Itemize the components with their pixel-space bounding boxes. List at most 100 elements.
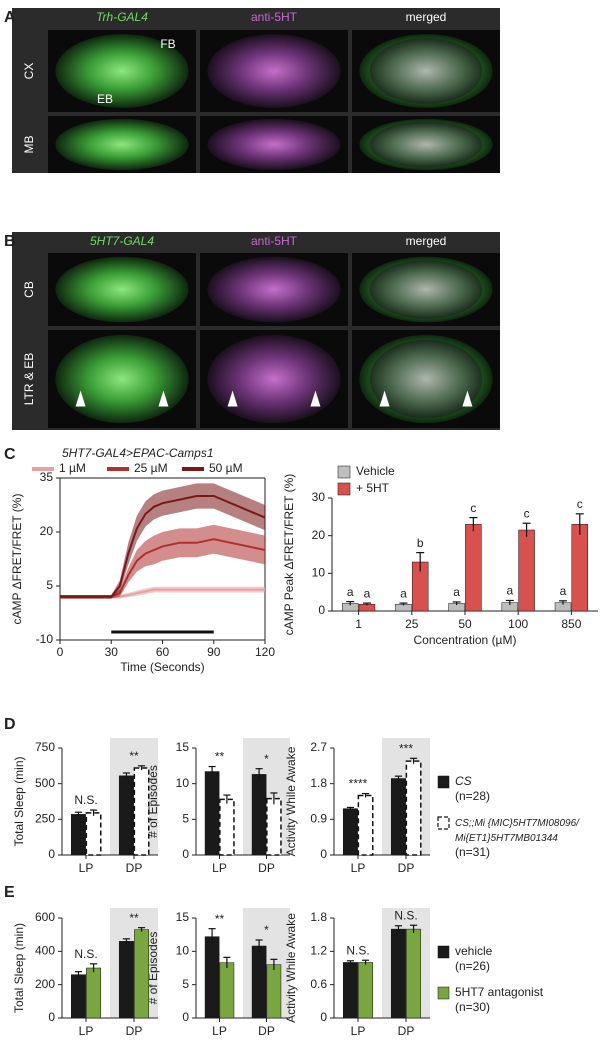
- significance-letter: a: [560, 584, 567, 598]
- error-band: [60, 483, 265, 599]
- shaded-region: [382, 908, 430, 1018]
- arrowhead: [227, 390, 238, 407]
- legend-label: 50 µM: [209, 461, 243, 475]
- legend-note: (n=30): [455, 1000, 490, 1014]
- bar: [266, 797, 282, 856]
- legend-label: vehicle: [455, 944, 493, 958]
- y-axis-label: # of Episodes: [146, 765, 160, 838]
- bar: [204, 771, 220, 856]
- legend-title: 5HT7-GAL4>EPAC-Camps1: [62, 446, 214, 460]
- y-tick-label: 750: [35, 740, 55, 754]
- x-tick-label: 90: [207, 645, 221, 659]
- y-tick-label: 500: [35, 776, 55, 790]
- image-annotation: EB: [97, 92, 113, 106]
- y-tick-label: 1.8: [310, 776, 327, 790]
- panel-letter: A: [4, 9, 16, 26]
- bar: [358, 962, 374, 1019]
- bar: [571, 524, 589, 612]
- x-tick-label: DP: [398, 1024, 415, 1038]
- micrograph-signal: [55, 34, 189, 108]
- legend-label: CS: [455, 774, 472, 788]
- x-tick-label: DP: [258, 1024, 275, 1038]
- significance-annotation: **: [215, 750, 225, 764]
- micrograph-signal: [55, 118, 189, 171]
- y-tick-label: 400: [35, 944, 55, 958]
- row-label: MB: [22, 136, 36, 154]
- bar: [118, 775, 134, 856]
- legend-swatch: [437, 775, 450, 789]
- significance-annotation: ****: [349, 777, 368, 791]
- significance-annotation: N.S.: [74, 793, 97, 807]
- panel-letter: B: [4, 233, 16, 250]
- x-tick-label: 30: [105, 645, 119, 659]
- shaded-region: [110, 738, 158, 855]
- x-tick-label: DP: [398, 861, 415, 875]
- significance-letter: c: [524, 506, 530, 520]
- legend-note: (n=31): [455, 845, 490, 859]
- x-tick-label: LP: [79, 861, 94, 875]
- column-header: 5HT7-GAL4: [90, 234, 154, 248]
- bar: [133, 767, 150, 856]
- x-tick-label: 120: [255, 645, 275, 659]
- x-tick-label: DP: [258, 861, 275, 875]
- significance-annotation: *: [264, 923, 269, 937]
- shaded-region: [382, 738, 430, 855]
- bar: [390, 778, 406, 856]
- bar: [266, 964, 282, 1019]
- x-tick-label: 25: [405, 617, 419, 631]
- x-tick-label: 60: [156, 645, 170, 659]
- bar: [219, 962, 235, 1019]
- bar: [70, 974, 86, 1019]
- significance-letter: b: [417, 536, 424, 550]
- x-tick-label: 850: [561, 617, 581, 631]
- micrograph-signal: [55, 256, 189, 323]
- x-axis-label: Concentration (µM): [414, 633, 517, 647]
- legend-label: 1 µM: [59, 461, 86, 475]
- x-tick-label: 0: [57, 645, 64, 659]
- bar: [465, 524, 482, 612]
- legend-label: CS;;Mi {MIC}5HT7MI08096/Mi{ET1}5HT7MB013…: [455, 818, 580, 844]
- y-axis-label: Activity While Awake: [284, 913, 298, 1023]
- legend-label: 25 µM: [134, 461, 168, 475]
- bar: [219, 798, 235, 856]
- y-tick-label: 15: [176, 740, 190, 754]
- column-header: Trh-GAL4: [96, 10, 148, 24]
- column-header: anti-5HT: [251, 10, 298, 24]
- bar: [342, 962, 358, 1019]
- y-tick-label: 5: [182, 812, 189, 826]
- significance-annotation: **: [129, 749, 139, 763]
- y-tick-label: 0: [182, 847, 189, 861]
- x-tick-label: LP: [351, 861, 366, 875]
- y-axis-label: cAMP ΔFRET/FRET (%): [10, 494, 24, 625]
- significance-annotation: N.S.: [346, 943, 369, 957]
- micrograph-signal: [207, 334, 341, 424]
- x-tick-label: LP: [351, 1024, 366, 1038]
- bar: [85, 812, 102, 856]
- y-tick-label: 5: [46, 578, 53, 592]
- y-axis-label: Total Sleep (min): [12, 756, 26, 846]
- legend-swatch: [337, 465, 351, 479]
- legend-label: + 5HT: [356, 481, 390, 495]
- micrograph-signal: [207, 256, 341, 323]
- x-axis-label: Time (Seconds): [120, 660, 204, 674]
- y-tick-label: 0.9: [310, 812, 327, 826]
- y-tick-label: 35: [40, 470, 54, 484]
- y-tick-label: 0: [182, 1010, 189, 1024]
- arrowhead: [310, 390, 321, 407]
- y-tick-label: 20: [312, 528, 326, 542]
- significance-annotation: N.S.: [74, 947, 97, 961]
- significance-annotation: ***: [399, 741, 413, 755]
- significance-letter: a: [400, 586, 407, 600]
- significance-letter: a: [453, 585, 460, 599]
- arrowhead: [462, 390, 473, 407]
- micrograph-overlay: [369, 38, 483, 104]
- row-label: CX: [22, 63, 36, 80]
- x-tick-label: LP: [79, 1024, 94, 1038]
- y-tick-label: 0: [48, 847, 55, 861]
- significance-letter: c: [470, 501, 476, 515]
- bar: [86, 967, 102, 1019]
- y-tick-label: 10: [312, 566, 326, 580]
- y-tick-label: 15: [176, 910, 190, 924]
- micrograph-overlay: [369, 121, 483, 168]
- y-tick-label: 0: [48, 1010, 55, 1024]
